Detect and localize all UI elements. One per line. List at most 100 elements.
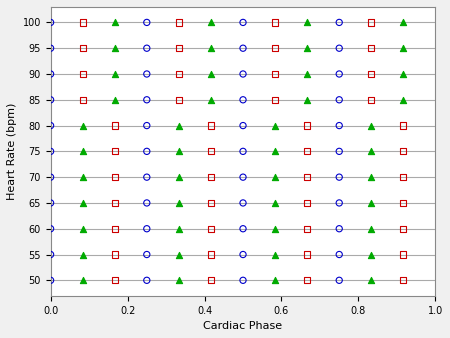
Point (271, 149, 279, 154)
Point (207, 123, 215, 128)
Point (368, 277, 375, 283)
Point (111, 149, 118, 154)
Point (400, 123, 407, 128)
Point (111, 71, 118, 77)
Point (176, 149, 183, 154)
Point (304, 123, 311, 128)
Point (207, 200, 215, 206)
Point (304, 252, 311, 257)
Point (207, 71, 215, 77)
Point (336, 200, 343, 206)
Point (143, 200, 150, 206)
Point (47, 46, 54, 51)
Point (336, 226, 343, 232)
Point (336, 277, 343, 283)
Point (47, 277, 54, 283)
Point (79, 71, 86, 77)
Point (111, 252, 118, 257)
Point (304, 46, 311, 51)
Point (271, 46, 279, 51)
Point (239, 226, 247, 232)
Point (47, 71, 54, 77)
Point (176, 277, 183, 283)
Point (271, 123, 279, 128)
Point (79, 123, 86, 128)
Point (400, 200, 407, 206)
Point (207, 252, 215, 257)
Point (271, 277, 279, 283)
Point (304, 97, 311, 102)
Point (111, 226, 118, 232)
Point (239, 277, 247, 283)
Point (400, 277, 407, 283)
Point (176, 71, 183, 77)
Point (176, 226, 183, 232)
Point (207, 149, 215, 154)
Point (111, 123, 118, 128)
Point (271, 252, 279, 257)
Point (111, 46, 118, 51)
Point (207, 174, 215, 180)
Point (271, 200, 279, 206)
Point (47, 174, 54, 180)
Point (143, 97, 150, 102)
Point (239, 20, 247, 25)
Point (336, 252, 343, 257)
Point (368, 149, 375, 154)
Point (47, 200, 54, 206)
Point (111, 97, 118, 102)
Point (143, 277, 150, 283)
Point (368, 97, 375, 102)
Point (304, 226, 311, 232)
Point (111, 200, 118, 206)
Point (400, 20, 407, 25)
Point (207, 226, 215, 232)
Point (79, 97, 86, 102)
X-axis label: Cardiac Phase: Cardiac Phase (203, 321, 283, 331)
Point (176, 46, 183, 51)
Point (47, 252, 54, 257)
Point (47, 97, 54, 102)
Point (271, 20, 279, 25)
Point (336, 174, 343, 180)
Point (400, 149, 407, 154)
Point (239, 71, 247, 77)
Point (239, 123, 247, 128)
Point (368, 226, 375, 232)
Point (47, 149, 54, 154)
Point (143, 174, 150, 180)
Point (143, 226, 150, 232)
Point (239, 252, 247, 257)
Point (400, 226, 407, 232)
Point (336, 123, 343, 128)
Point (368, 174, 375, 180)
Point (304, 20, 311, 25)
Point (336, 149, 343, 154)
Point (143, 149, 150, 154)
Point (207, 20, 215, 25)
Point (176, 200, 183, 206)
Point (176, 20, 183, 25)
Point (111, 174, 118, 180)
Point (111, 277, 118, 283)
Point (304, 71, 311, 77)
Point (304, 149, 311, 154)
Point (336, 97, 343, 102)
Point (79, 226, 86, 232)
Point (336, 46, 343, 51)
Point (239, 200, 247, 206)
Point (176, 97, 183, 102)
Point (239, 174, 247, 180)
Point (176, 123, 183, 128)
Point (304, 174, 311, 180)
Point (176, 252, 183, 257)
Point (400, 71, 407, 77)
Point (400, 46, 407, 51)
Point (207, 46, 215, 51)
Point (111, 20, 118, 25)
Point (400, 252, 407, 257)
Point (176, 174, 183, 180)
Point (79, 200, 86, 206)
Point (271, 97, 279, 102)
Point (47, 226, 54, 232)
